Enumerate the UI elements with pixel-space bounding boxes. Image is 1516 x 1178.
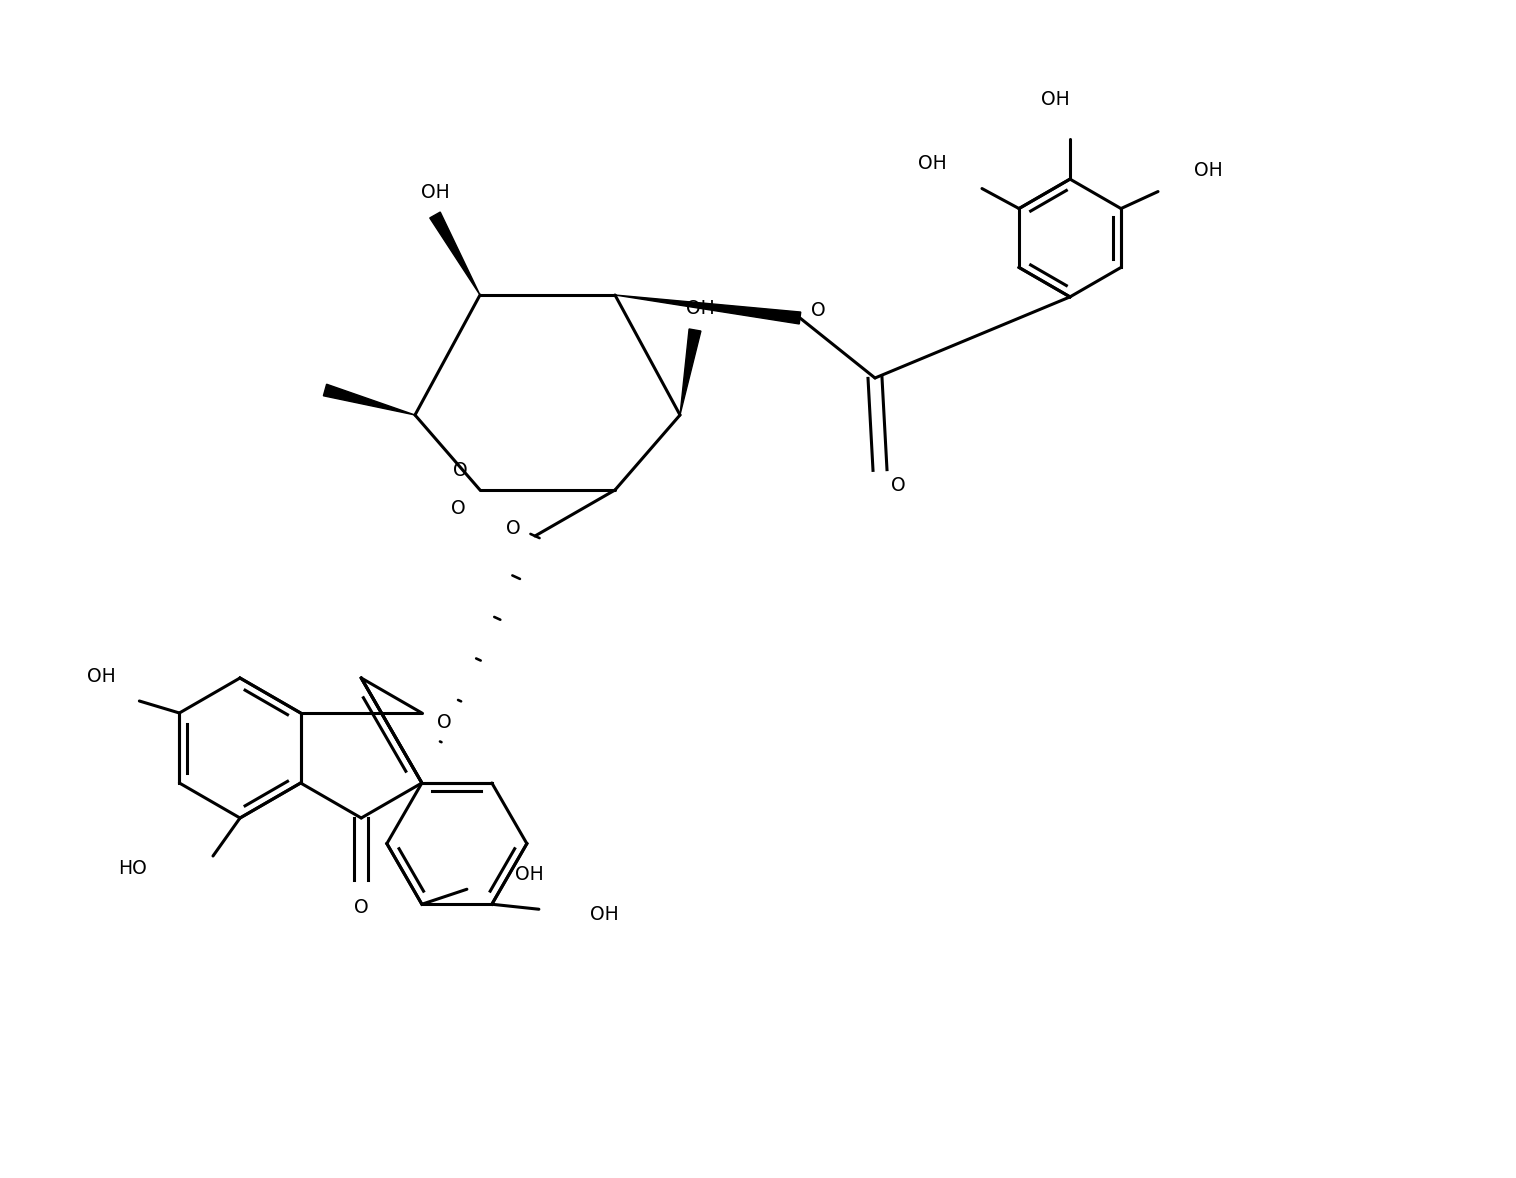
Text: OH: OH <box>1193 161 1222 180</box>
Text: O: O <box>891 476 905 495</box>
Polygon shape <box>429 212 481 294</box>
Text: O: O <box>353 898 368 916</box>
Text: OH: OH <box>86 667 115 686</box>
Text: HO: HO <box>118 859 147 878</box>
Text: O: O <box>811 300 825 319</box>
Text: OH: OH <box>420 184 449 203</box>
Text: O: O <box>506 518 520 537</box>
Text: OH: OH <box>591 905 619 924</box>
Polygon shape <box>615 294 800 324</box>
Text: O: O <box>437 714 452 733</box>
Polygon shape <box>681 329 700 415</box>
Text: O: O <box>453 461 467 479</box>
Text: OH: OH <box>685 298 714 318</box>
Text: OH: OH <box>917 154 946 173</box>
Text: OH: OH <box>1040 90 1069 108</box>
Polygon shape <box>323 384 415 415</box>
Text: O: O <box>450 498 465 517</box>
Text: OH: OH <box>515 865 544 884</box>
